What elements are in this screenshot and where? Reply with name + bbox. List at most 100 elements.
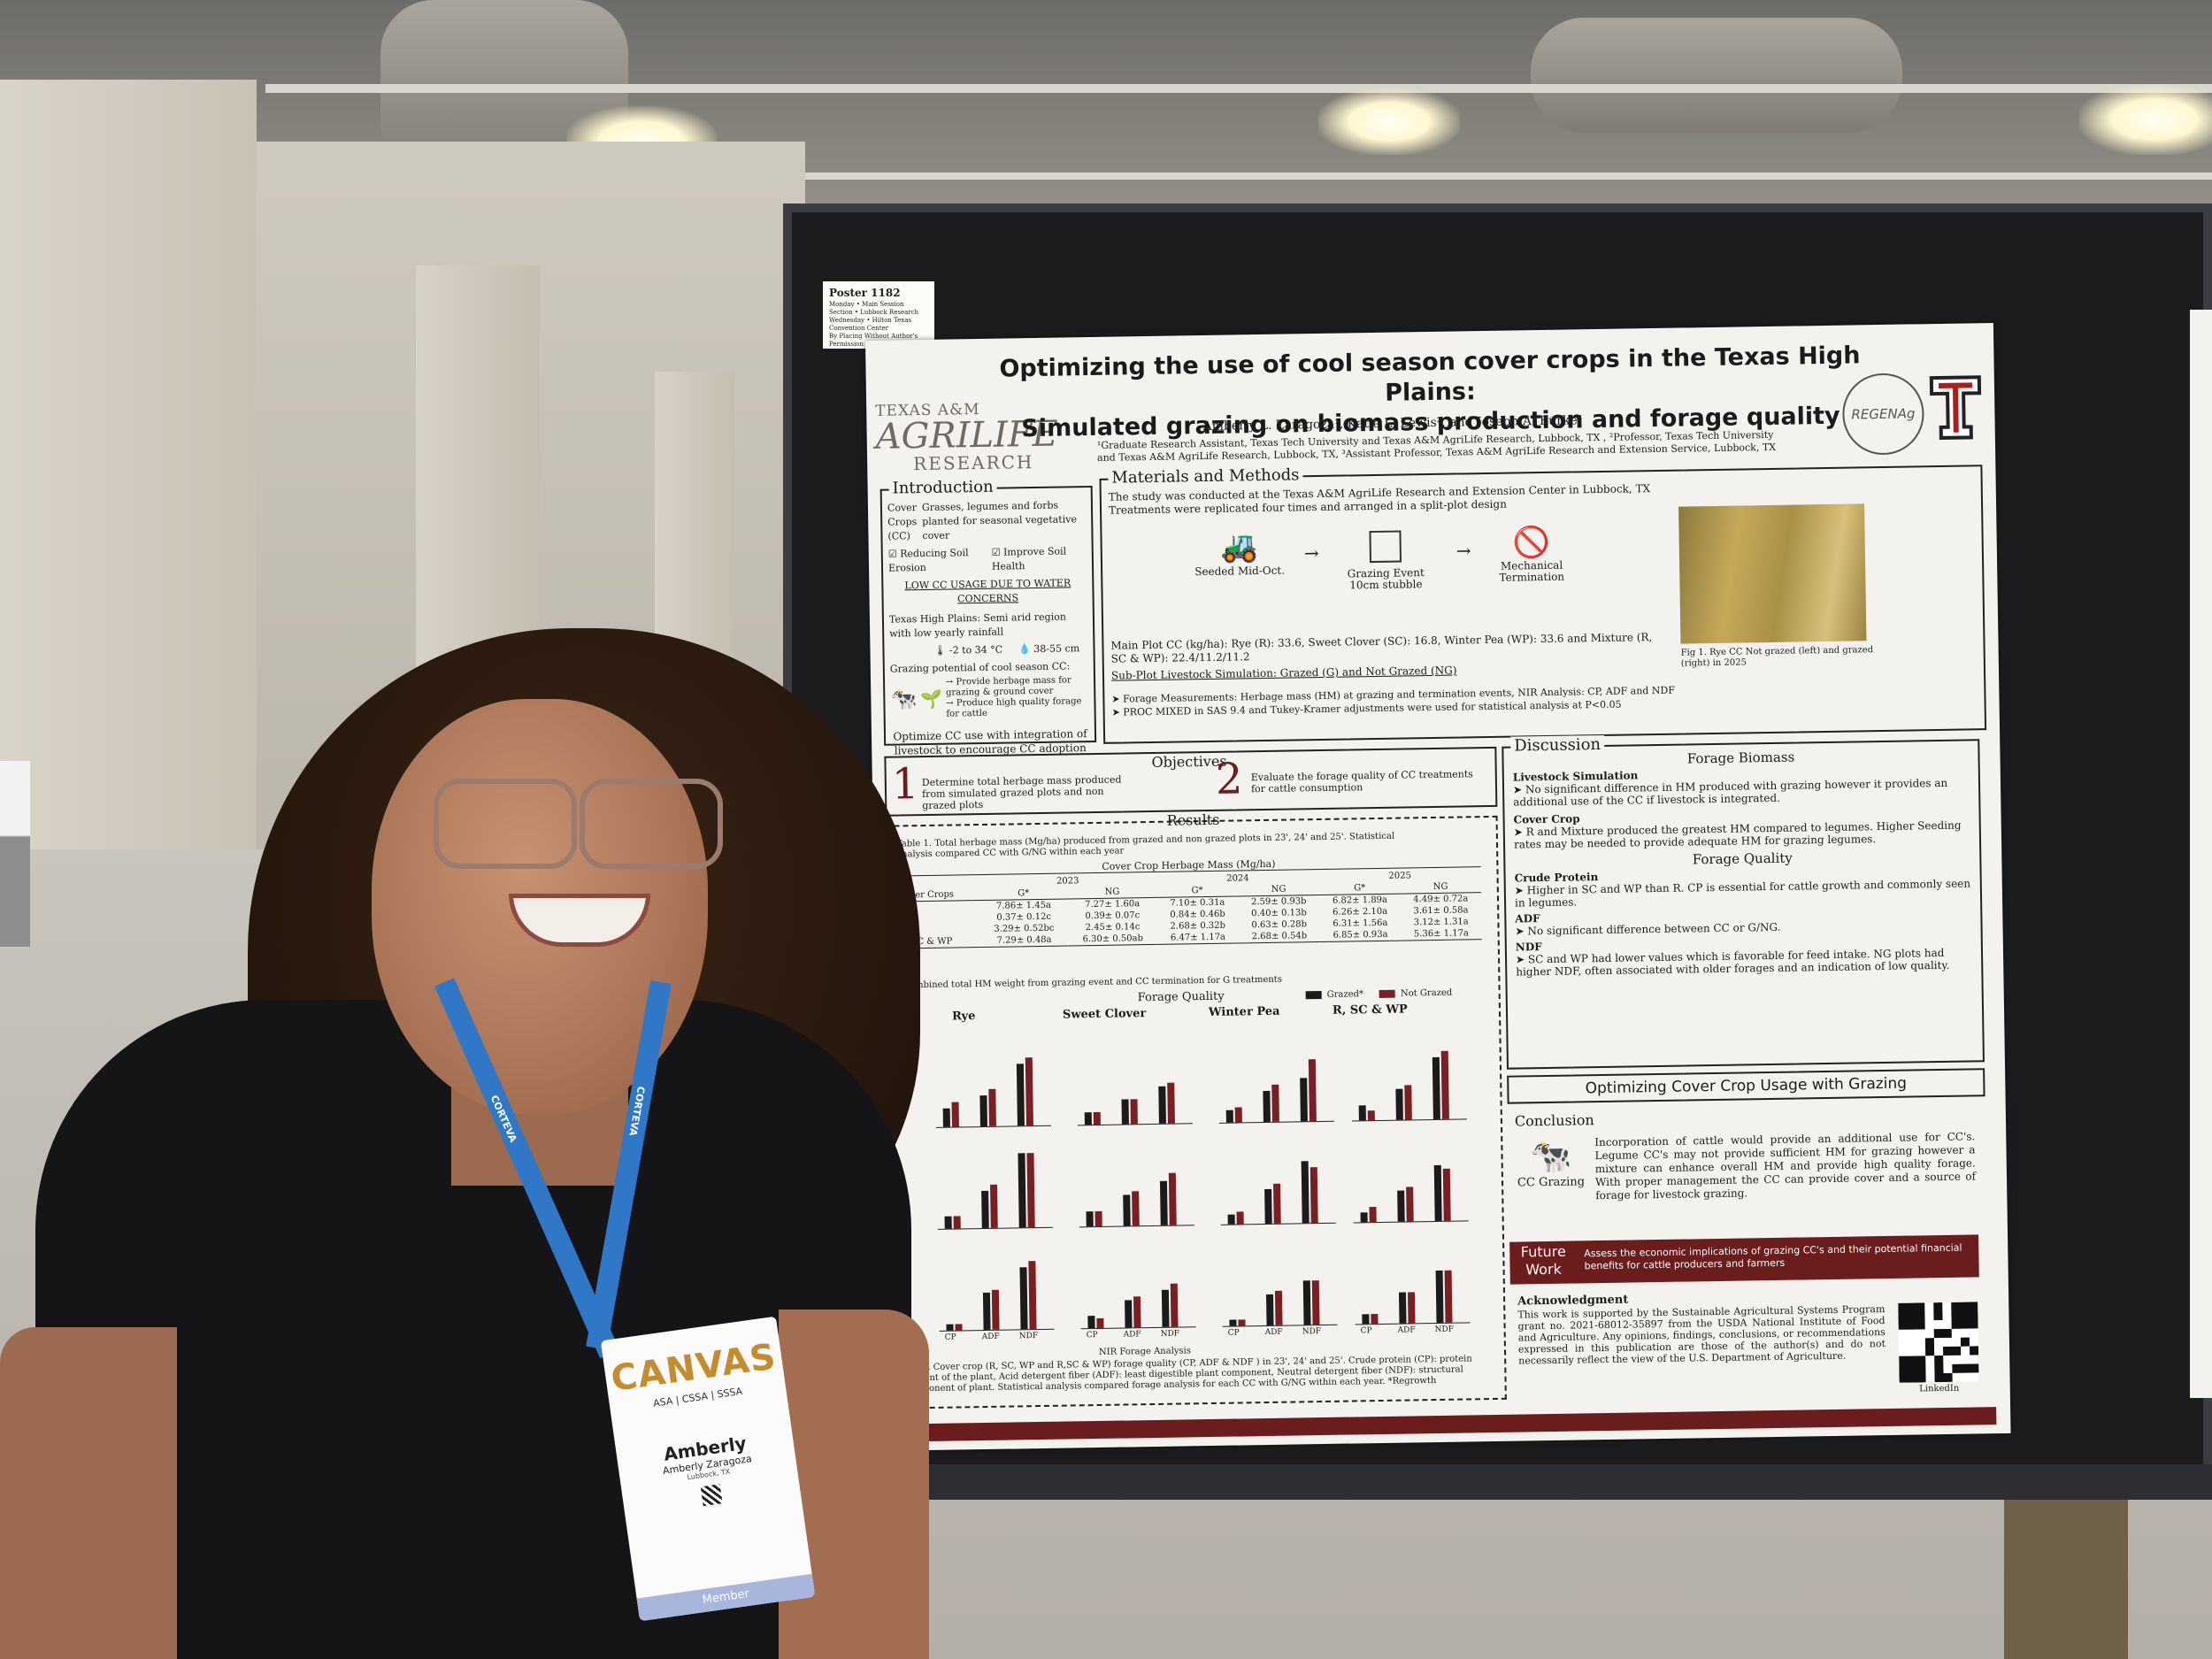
step-label: Grazing Event 10cm stubble bbox=[1347, 566, 1425, 592]
x-tick-label: NDF bbox=[1434, 1325, 1455, 1335]
quality-bar bbox=[1167, 1082, 1175, 1124]
termination-icon: 🚫 bbox=[1512, 524, 1551, 561]
quality-bar bbox=[988, 1088, 996, 1126]
cow-icon: 🐄 bbox=[1529, 1136, 1572, 1177]
cc-grazing-icon: 🐄 CC Grazing bbox=[1515, 1136, 1586, 1190]
quality-bar bbox=[1311, 1279, 1320, 1325]
quality-bar bbox=[990, 1184, 998, 1228]
glasses-lens bbox=[434, 779, 577, 869]
x-tick-label: CP bbox=[1360, 1326, 1372, 1336]
potential-item: Produce high quality forage for cattle bbox=[946, 696, 1082, 719]
quality-bar bbox=[1227, 1214, 1235, 1225]
icon-label: CC Grazing bbox=[1517, 1175, 1586, 1190]
bystander bbox=[0, 761, 30, 947]
checkbox-icon: ☑ bbox=[991, 546, 1001, 558]
objective-text: Evaluate the forage quality of CC treatm… bbox=[1250, 768, 1473, 795]
badge-qr-icon bbox=[700, 1484, 723, 1507]
quality-bar bbox=[1371, 1313, 1379, 1325]
x-tick-label: NDF bbox=[1302, 1327, 1322, 1337]
quality-bar bbox=[1264, 1188, 1272, 1225]
left-wall bbox=[0, 80, 257, 920]
x-tick-label: CP bbox=[1086, 1331, 1098, 1340]
quality-bar bbox=[1395, 1088, 1403, 1120]
check-item: ☑ Reducing Soil Erosion bbox=[888, 546, 992, 576]
quality-bar bbox=[953, 1216, 961, 1229]
table-cell: 4.49± 0.72a bbox=[1413, 894, 1469, 905]
quality-bar bbox=[1360, 1212, 1368, 1223]
table-cell: 2.59± 0.93b bbox=[1250, 896, 1307, 908]
panel-title: R, SC & WP bbox=[1332, 1002, 1408, 1018]
arrow-icon: → bbox=[1455, 540, 1471, 562]
qr-label: LinkedIn bbox=[1919, 1383, 1960, 1394]
quality-bar bbox=[1133, 1296, 1141, 1328]
table-cell: 6.82± 1.89a bbox=[1332, 895, 1388, 906]
ceiling-light bbox=[1318, 88, 1460, 155]
conclusion-text: Incorporation of cattle would provide an… bbox=[1594, 1130, 1977, 1202]
table-cell: 6.30± 0.50ab bbox=[1082, 933, 1144, 945]
quality-bar bbox=[1028, 1261, 1037, 1330]
person-arm bbox=[779, 1310, 929, 1659]
tractor-icon: 🚜 bbox=[1220, 529, 1259, 565]
quality-bar bbox=[1406, 1187, 1414, 1222]
quality-bar bbox=[1121, 1099, 1129, 1125]
thermometer-icon: 🌡 bbox=[933, 644, 947, 657]
quality-bar bbox=[1433, 1164, 1442, 1222]
quality-bar bbox=[1398, 1292, 1407, 1324]
future-work-label: Future Work bbox=[1520, 1242, 1566, 1279]
table-cell: 7.10± 0.31a bbox=[1170, 897, 1225, 909]
ceiling-beam bbox=[265, 84, 2212, 93]
ceiling-light bbox=[2079, 84, 2212, 155]
chart-legend: Grazed* Not Grazed bbox=[1305, 988, 1452, 1001]
table-cell: 5.36± 1.17a bbox=[1413, 928, 1470, 940]
quality-bar bbox=[1310, 1167, 1318, 1224]
quality-bar bbox=[1435, 1271, 1444, 1323]
future-work-text: Assess the economic implications of graz… bbox=[1584, 1241, 1962, 1272]
legend-swatch-not-grazed bbox=[1379, 989, 1396, 998]
quality-bar bbox=[1130, 1099, 1138, 1125]
quality-bar bbox=[1096, 1317, 1104, 1329]
linkedin-qr-code bbox=[1898, 1302, 1979, 1383]
quality-bar bbox=[1025, 1057, 1033, 1126]
quality-bar bbox=[1404, 1085, 1412, 1120]
regen-ag-logo: REGENAg bbox=[1841, 373, 1925, 456]
bystander bbox=[2004, 1495, 2128, 1659]
objectives-section: Objectives 1 Determine total herbage mas… bbox=[884, 746, 1498, 817]
quality-bar bbox=[1263, 1090, 1271, 1123]
x-tick-label: ADF bbox=[1397, 1325, 1416, 1335]
objective-number: 2 bbox=[1215, 754, 1243, 804]
quality-bar bbox=[1161, 1289, 1170, 1327]
quality-bar bbox=[944, 1216, 952, 1229]
future-work-box: Future Work Assess the economic implicat… bbox=[1509, 1234, 1979, 1285]
tag-line: Poster 1182 bbox=[829, 287, 901, 299]
cc-definition: Grasses, legumes and forbs planted for s… bbox=[921, 499, 1078, 542]
quality-bar bbox=[1086, 1211, 1094, 1227]
quality-bar bbox=[982, 1292, 991, 1331]
table-cell: 6.85± 0.93a bbox=[1333, 929, 1388, 941]
person-arm bbox=[0, 1327, 177, 1659]
plant-icon: 🌱 bbox=[920, 687, 943, 710]
raindrop-icon: 💧 bbox=[1018, 643, 1031, 656]
quality-bar bbox=[955, 1324, 963, 1331]
tag-line: Wednesday • Hilton Texas Convention Cent… bbox=[829, 316, 912, 332]
ceiling-beam bbox=[265, 173, 2212, 180]
quality-bar bbox=[1158, 1086, 1166, 1124]
quality-bar bbox=[1159, 1180, 1168, 1225]
quality-bar bbox=[981, 1190, 989, 1229]
quality-bar bbox=[1229, 1319, 1237, 1326]
ceiling-duct bbox=[1531, 18, 1902, 133]
check-item: ☑ Improve Soil Health bbox=[992, 544, 1087, 574]
tag-line: Monday • Main Session bbox=[829, 300, 904, 308]
quality-bar bbox=[1123, 1194, 1131, 1226]
poster-board-edge bbox=[783, 1464, 2212, 1500]
acknowledgment-heading: Acknowledgment bbox=[1517, 1293, 1629, 1309]
quality-bar bbox=[1265, 1294, 1274, 1326]
quality-bar bbox=[1397, 1190, 1405, 1222]
table-cell: 7.29± 0.48a bbox=[996, 934, 1052, 946]
region-note: Texas High Plains: Semi arid region with… bbox=[888, 611, 1066, 640]
quality-bar bbox=[1369, 1207, 1377, 1223]
fig2-caption: Fig 2. Cover crop (R, SC, WP and R,SC & … bbox=[904, 1354, 1472, 1394]
table-cell: 6.47± 1.17a bbox=[1170, 932, 1226, 943]
quality-bar bbox=[1087, 1316, 1095, 1329]
x-tick-label: CP bbox=[944, 1333, 956, 1342]
low-usage-note: LOW CC USAGE DUE TO WATER CONCERNS bbox=[904, 577, 1071, 605]
